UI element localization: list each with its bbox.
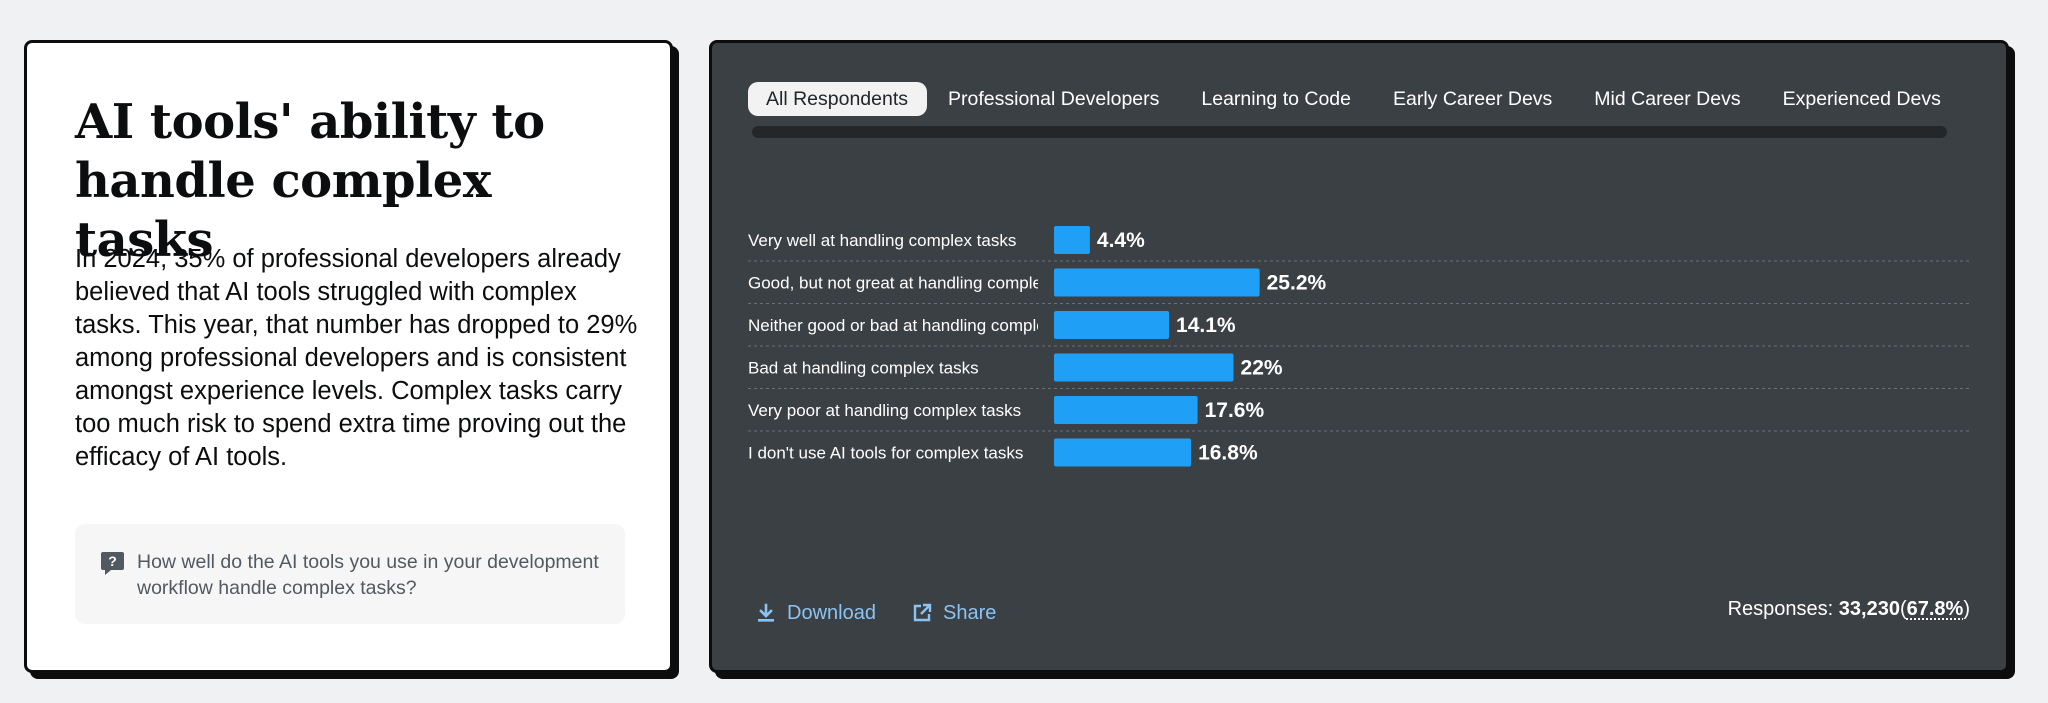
category-label: Very well at handling complex tasks — [748, 231, 1016, 250]
category-label: Very poor at handling complex tasks — [748, 401, 1021, 420]
respondent-tabs: All Respondents Professional Developers Le… — [748, 81, 1965, 117]
tabs-scrollbar[interactable] — [752, 126, 1947, 138]
value-label: 25.2% — [1267, 272, 1327, 295]
external-share-icon — [913, 603, 932, 622]
tab-learning-to-code[interactable]: Learning to Code — [1201, 88, 1351, 110]
responses-paren-open: ( — [1899, 598, 1907, 620]
bar[interactable] — [1054, 311, 1170, 339]
share-label: Share — [943, 601, 997, 624]
value-label: 16.8% — [1198, 442, 1258, 465]
category-label: Neither good or bad at handling complex … — [748, 316, 1099, 335]
question-mark-icon: ? — [101, 552, 124, 575]
download-icon — [758, 603, 774, 622]
value-label: 22% — [1241, 357, 1283, 380]
svg-text:?: ? — [108, 553, 117, 569]
category-label: Good, but not great at handling complex … — [748, 274, 1095, 293]
tab-professional-developers[interactable]: Professional Developers — [948, 88, 1160, 110]
bar-chart: Very well at handling complex tasks 4.4% G… — [748, 226, 1970, 467]
description-card: AI tools' ability to handle complex task… — [24, 40, 673, 673]
value-label: 14.1% — [1176, 314, 1236, 337]
category-label: Bad at handling complex tasks — [748, 359, 979, 378]
chart-card: All Respondents Professional Developers Le… — [709, 40, 2009, 673]
value-label: 17.6% — [1205, 399, 1265, 422]
responses-percent[interactable]: 67.8% — [1906, 598, 1964, 620]
download-label: Download — [787, 601, 876, 624]
description-text: In 2024, 35% of professional developers … — [75, 245, 638, 471]
category-label: I don't use AI tools for complex tasks — [748, 444, 1023, 463]
responses-paren-close: ) — [1963, 598, 1970, 620]
bar[interactable] — [1054, 396, 1198, 424]
page-title: AI tools' ability to handle complex task… — [75, 94, 545, 268]
responses-count: 33,230 — [1838, 598, 1900, 620]
share-button[interactable]: Share — [912, 598, 996, 628]
responses-label: Responses: — [1727, 598, 1834, 620]
tab-all-respondents[interactable]: All Respondents — [748, 82, 928, 116]
bar[interactable] — [1054, 438, 1192, 467]
survey-question-text: How well do the AI tools you use in your… — [137, 551, 599, 599]
tab-experienced-devs[interactable]: Experienced Devs — [1782, 88, 1941, 110]
responses-summary: Responses: 33,230(67.8%) — [1728, 594, 1970, 624]
download-button[interactable]: Download — [756, 598, 876, 628]
survey-question-box: ? How well do the AI tools you use in yo… — [75, 524, 625, 624]
value-label: 4.4% — [1097, 229, 1145, 252]
tab-mid-career-devs[interactable]: Mid Career Devs — [1594, 88, 1741, 110]
bar[interactable] — [1054, 268, 1260, 297]
bar[interactable] — [1054, 226, 1090, 254]
tab-early-career-devs[interactable]: Early Career Devs — [1393, 88, 1553, 110]
bar[interactable] — [1054, 353, 1234, 382]
